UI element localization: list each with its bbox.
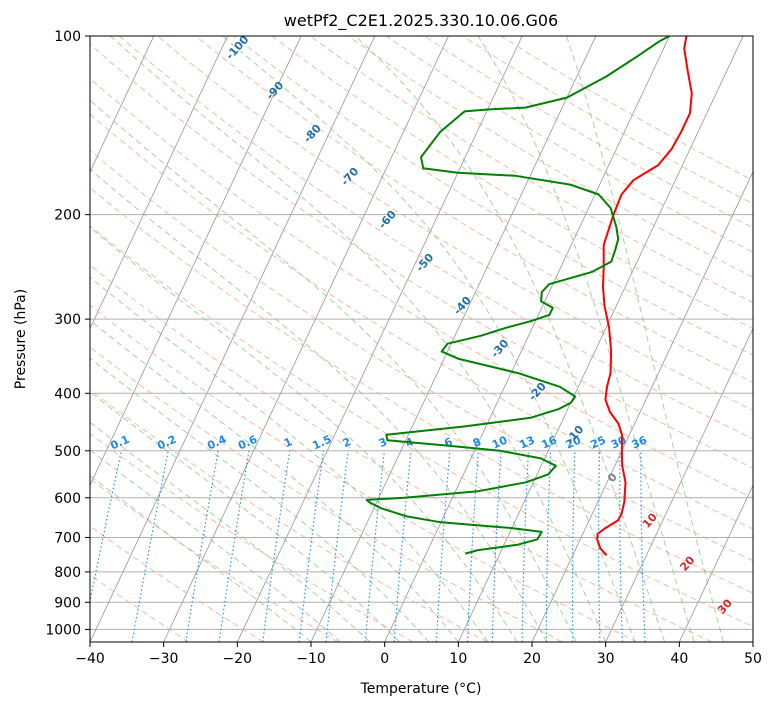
plot-frame <box>89 35 754 643</box>
y-tick-label: 800 <box>54 565 81 581</box>
mixing-ratio-label: 10 <box>490 433 510 451</box>
mixing-ratio-label: 20 <box>564 433 584 451</box>
isotherm <box>531 170 753 642</box>
moist-adiabat <box>90 319 459 642</box>
y-tick-label: 900 <box>54 595 81 611</box>
mixing-ratio-line <box>491 450 502 642</box>
x-axis-ticks: −40 −30 −20 −10 0 10 20 30 40 50 <box>75 642 762 667</box>
isotherm <box>384 36 670 642</box>
isotherm <box>90 36 376 642</box>
moist-adiabat <box>90 421 371 642</box>
dry-adiabat <box>90 346 563 642</box>
dry-adiabat <box>90 574 190 642</box>
y-axis-ticks: 100 200 300 400 500 600 700 800 900 1000 <box>45 29 90 638</box>
mixing-ratio-line <box>262 450 291 642</box>
isotherm <box>605 327 753 642</box>
isotherm <box>90 36 228 330</box>
dry-adiabat <box>90 304 638 642</box>
dry-adiabat <box>90 478 339 642</box>
dry-adiabat <box>90 264 712 642</box>
y-tick-label: 500 <box>54 444 81 460</box>
dewpoint-profile-line <box>365 36 670 555</box>
x-tick-label: −10 <box>296 651 326 667</box>
y-tick-label: 100 <box>54 29 81 45</box>
x-axis-label: Temperature (°C) <box>360 681 482 697</box>
data-series <box>365 36 693 556</box>
mixing-ratio-line <box>298 450 324 642</box>
moist-adiabat <box>90 357 430 642</box>
isotherm <box>678 484 753 642</box>
moist-adiabat <box>566 36 724 642</box>
x-tick-label: 30 <box>597 651 615 667</box>
dry-adiabat <box>90 43 753 469</box>
moist-adiabats <box>90 36 724 642</box>
mixing-ratio-line <box>393 450 412 642</box>
mixing-ratio-line <box>364 450 385 642</box>
chart-title: wetPf2_C2E1.2025.330.10.06.G06 <box>284 11 558 31</box>
x-tick-label: −40 <box>75 651 105 667</box>
temperature-profile-line <box>596 36 693 556</box>
moist-adiabat <box>110 36 607 642</box>
dry-adiabat <box>90 77 753 499</box>
x-tick-label: 40 <box>670 651 688 667</box>
dry-adiabat <box>90 113 753 530</box>
y-tick-label: 400 <box>54 386 81 402</box>
x-tick-label: −20 <box>223 651 253 667</box>
x-tick-label: 0 <box>380 651 389 667</box>
y-tick-label: 200 <box>54 208 81 224</box>
dry-adiabat <box>90 388 488 642</box>
mixing-ratio-line <box>466 450 479 642</box>
moist-adiabat <box>477 36 695 642</box>
dry-adiabat <box>233 36 753 356</box>
y-tick-label: 700 <box>54 531 81 547</box>
mixing-ratio-label: 13 <box>517 434 536 452</box>
y-tick-label: 600 <box>54 491 81 507</box>
mixing-ratio-label: 16 <box>540 433 560 451</box>
y-tick-label: 1000 <box>45 622 81 638</box>
moist-adiabat <box>90 391 400 642</box>
mixing-ratio-label: 36 <box>630 433 650 451</box>
isotherm <box>457 36 744 642</box>
moist-adiabat <box>222 36 636 642</box>
mixing-ratio-label: 25 <box>588 434 607 452</box>
moist-adiabat <box>90 449 341 642</box>
moist-adiabat <box>355 36 666 642</box>
x-tick-label: 50 <box>744 651 762 667</box>
dry-adiabat <box>90 225 753 628</box>
isotherm <box>90 36 155 173</box>
x-tick-label: −30 <box>149 651 179 667</box>
x-tick-label: 20 <box>523 651 541 667</box>
plot-area: 0.1 0.2 0.4 0.6 1 1.5 2 3 4 6 8 10 13 16 20 25 30 36-100-… <box>90 36 753 642</box>
moist-adiabat <box>90 168 548 642</box>
isotherm <box>90 36 302 487</box>
x-tick-label: 10 <box>449 651 467 667</box>
mixing-ratio-label: 30 <box>609 433 629 451</box>
moist-adiabat <box>90 276 489 642</box>
dry-adiabat <box>90 432 414 642</box>
y-axis-label: Pressure (hPa) <box>13 289 29 389</box>
y-tick-label: 300 <box>54 312 81 328</box>
skewed-isotherms <box>90 36 753 642</box>
mixing-ratio-line <box>325 450 349 642</box>
moist-adiabat <box>90 99 577 642</box>
isotherm <box>236 36 523 642</box>
moist-adiabat <box>90 226 518 642</box>
